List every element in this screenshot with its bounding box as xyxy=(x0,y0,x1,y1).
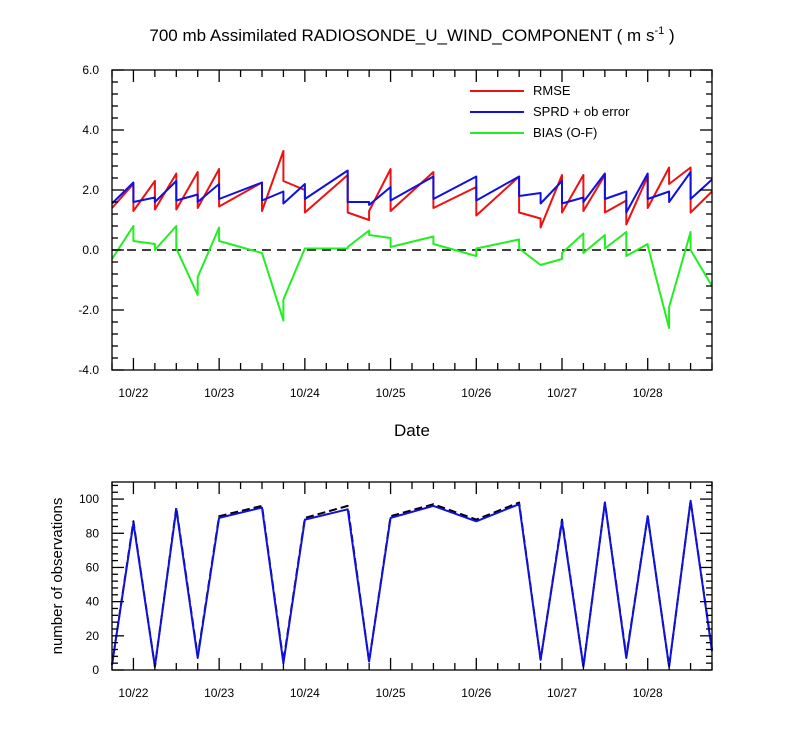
legend-label-sprd-ob-error: SPRD + ob error xyxy=(533,104,630,119)
bottom-y-tick-label: 80 xyxy=(86,526,100,540)
bottom-series-line-dashed-0 xyxy=(111,499,713,668)
bottom-y-tick-label: 0 xyxy=(92,663,99,677)
top-y-tick-label: 0.0 xyxy=(82,243,99,257)
top-x-tick-label: 10/25 xyxy=(376,386,406,400)
bottom-plot-frame xyxy=(111,481,713,671)
top-x-tick-label: 10/22 xyxy=(118,386,148,400)
top-series-line-bias-o-f xyxy=(111,225,713,329)
top-x-tick-label: 10/23 xyxy=(204,386,234,400)
top-y-tick-label: 2.0 xyxy=(82,183,99,197)
bottom-axis-ticks xyxy=(111,482,713,671)
bottom-y-tick-label: 20 xyxy=(86,629,100,643)
bottom-y-tick-labels: 100 80 60 40 20 0 xyxy=(79,492,99,677)
legend-label-bias-o-f: BIAS (O-F) xyxy=(533,125,597,140)
bottom-y-axis-title: number of observations xyxy=(49,498,66,655)
bottom-y-tick-label: 40 xyxy=(86,595,100,609)
bottom-series-line-solid-1 xyxy=(111,499,713,668)
top-x-tick-label: 10/28 xyxy=(633,386,663,400)
top-panel: 6.04.02.00.0-2.0-4.0 10/22 10/23 10/24 10/2… xyxy=(78,63,713,440)
bottom-x-tick-label: 10/22 xyxy=(118,686,148,700)
top-axis-ticks xyxy=(111,69,713,371)
top-x-axis-title: Date xyxy=(394,421,430,440)
top-x-tick-labels: 10/22 10/23 10/24 10/25 10/26 10/27 10/28 xyxy=(118,386,663,400)
top-y-tick-label: -4.0 xyxy=(78,363,99,377)
legend-label-rmse: RMSE xyxy=(533,83,571,98)
top-y-tick-labels: 6.0 4.0 2.0 0.0 -2.0 -4.0 xyxy=(78,63,99,377)
bottom-x-tick-label: 10/28 xyxy=(633,686,663,700)
legend: RMSE SPRD + ob error BIAS (O-F) xyxy=(470,83,630,140)
bottom-x-tick-label: 10/27 xyxy=(547,686,577,700)
bottom-x-tick-label: 10/23 xyxy=(204,686,234,700)
bottom-x-tick-label: 10/26 xyxy=(461,686,491,700)
top-y-tick-label: 6.0 xyxy=(82,63,99,77)
top-x-tick-label: 10/27 xyxy=(547,386,577,400)
bottom-y-tick-label: 60 xyxy=(86,560,100,574)
bottom-x-tick-label: 10/25 xyxy=(376,686,406,700)
chart-title: 700 mb Assimilated RADIOSONDE_U_WIND_COM… xyxy=(149,25,674,45)
bottom-x-tick-label: 10/24 xyxy=(290,686,320,700)
top-series-line-sprd-ob-error xyxy=(111,169,713,214)
bottom-plot-area xyxy=(111,499,713,668)
top-x-tick-label: 10/26 xyxy=(461,386,491,400)
bottom-y-tick-label: 100 xyxy=(79,492,99,506)
top-y-tick-label: 4.0 xyxy=(82,123,99,137)
top-y-tick-label: -2.0 xyxy=(78,303,99,317)
bottom-x-tick-labels: 10/22 10/23 10/24 10/25 10/26 10/27 10/28 xyxy=(118,686,663,700)
top-plot-area xyxy=(111,150,713,329)
top-x-tick-label: 10/24 xyxy=(290,386,320,400)
